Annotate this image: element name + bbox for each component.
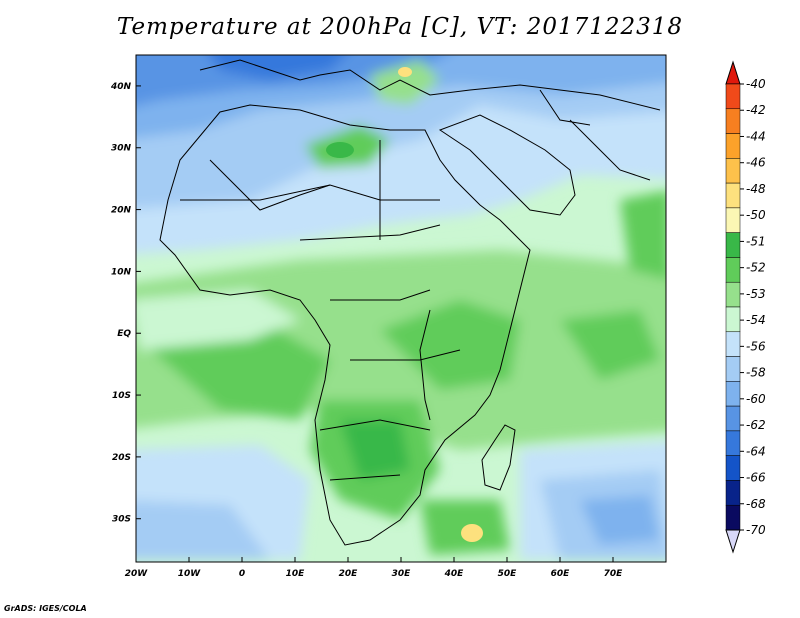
lon-tick-label: 70E (604, 569, 624, 579)
colorbar-box (725, 108, 741, 134)
lon-tick-label: 20W (125, 569, 149, 579)
lat-tick-label: 30S (112, 515, 131, 525)
colorbar-label: -53 (746, 287, 766, 301)
colorbar-label: -52 (746, 261, 766, 275)
colorbar-label: -51 (746, 234, 766, 248)
lat-tick-label: 10S (112, 391, 131, 401)
colorbar-label: -68 (746, 497, 766, 511)
colorbar-bottom-arrow (725, 529, 741, 554)
colorbar-box (725, 430, 741, 456)
colorbar-box (725, 405, 741, 432)
colorbar-box (725, 306, 741, 333)
colorbar-label: -50 (746, 208, 766, 222)
colorbar-box (725, 133, 741, 159)
colorbar-box (725, 182, 741, 209)
colorbar-box (725, 207, 741, 233)
colorbar-top-arrow (725, 60, 741, 85)
lon-tick-label: 40E (444, 569, 465, 579)
lat-tick-label: 20N (111, 206, 132, 216)
colorbar-box (725, 504, 741, 531)
colorbar-box (725, 83, 741, 110)
colorbar-box (725, 480, 741, 506)
colorbar-box (725, 158, 741, 184)
colorbar-label: -54 (746, 313, 766, 327)
colorbar-label: -64 (746, 444, 766, 458)
longitude-ticks: 20W 10W 0 10E 20E 30E 40E 50E 60E 70E (125, 557, 623, 579)
lat-tick-label: EQ (117, 329, 131, 339)
lat-tick-label: 40N (110, 82, 132, 92)
lon-tick-label: 30E (392, 569, 412, 579)
lon-tick-label: 0 (239, 569, 245, 579)
colorbar-box (725, 356, 741, 382)
colorbar-box (725, 281, 741, 308)
colorbar-box (725, 455, 741, 481)
colorbar-label: -42 (746, 103, 766, 117)
colorbar-label: -58 (746, 366, 766, 380)
lon-tick-label: 10E (286, 569, 306, 579)
temperature-field (136, 55, 666, 562)
colorbar-box (725, 232, 741, 258)
colorbar-label: -48 (746, 182, 766, 196)
colorbar-label: -66 (746, 471, 766, 485)
colorbar-label: -44 (746, 129, 766, 143)
colorbar-box (725, 331, 741, 357)
colorbar-label: -60 (746, 392, 766, 406)
lon-tick-label: 60E (551, 569, 571, 579)
coastlines (159, 59, 661, 546)
colorbar-label: -46 (746, 156, 766, 170)
lat-tick-label: 10N (111, 267, 132, 277)
colorbar-label: -56 (746, 339, 766, 353)
lat-tick-label: 30N (111, 144, 132, 154)
colorbar-box (725, 257, 741, 283)
lat-tick-label: 20S (112, 453, 131, 463)
lon-tick-label: 20E (339, 569, 359, 579)
colorbar: -40 -42 -44 -46 -48 -50 -51 -52 -53 -54 -56 -58 -60 -… (725, 60, 766, 554)
lon-tick-label: 50E (498, 569, 518, 579)
colorbar-label: -40 (746, 77, 766, 91)
latitude-ticks: 40N 30N 20N 10N EQ 10S 20S 30S (110, 82, 141, 525)
grads-credit: GrADS: IGES/COLA (4, 604, 87, 613)
colorbar-box (725, 381, 741, 407)
colorbar-label: -62 (746, 418, 766, 432)
chart-title: Temperature at 200hPa [C], VT: 201712231… (116, 14, 684, 40)
lon-tick-label: 10W (178, 569, 202, 579)
colorbar-label: -70 (746, 523, 766, 537)
